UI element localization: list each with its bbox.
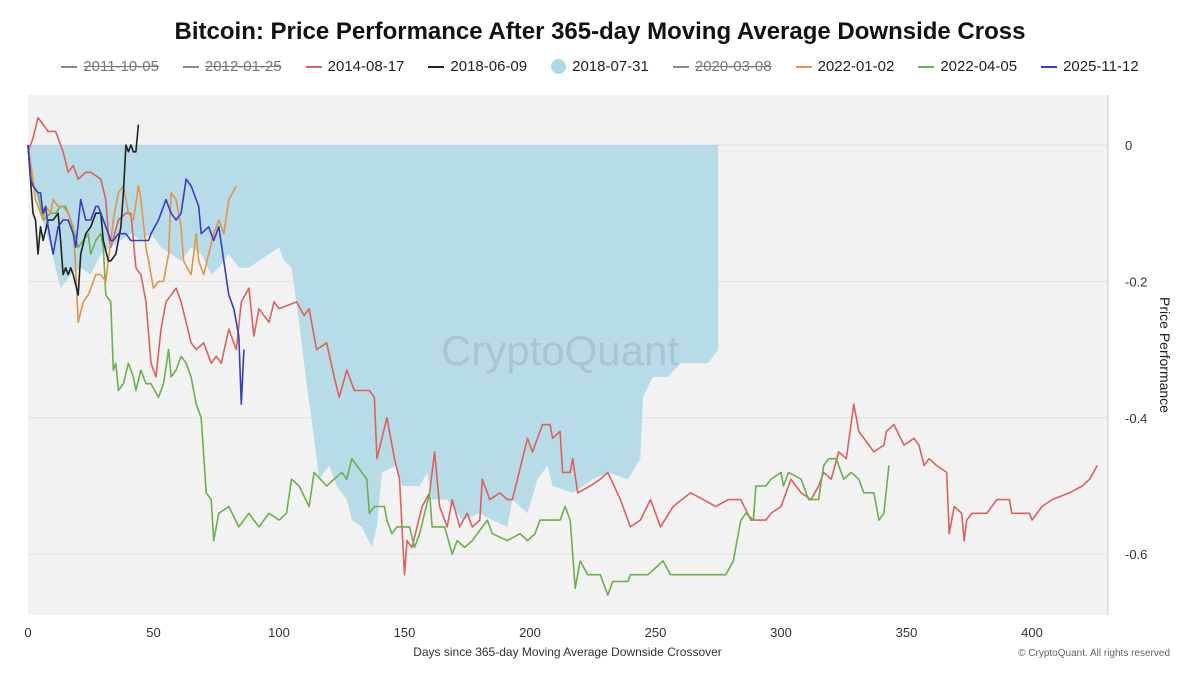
y-tick-label: 0 (1125, 138, 1132, 153)
x-tick-label: 0 (24, 625, 31, 640)
x-tick-label: 50 (146, 625, 160, 640)
line-series-2022-01-02 (27, 144, 238, 324)
legend-label: 2025-11-12 (1063, 58, 1139, 75)
x-tick-label: 300 (770, 625, 792, 640)
legend-label: 2022-04-05 (940, 58, 1018, 75)
x-tick-label: 200 (519, 625, 541, 640)
legend-line-marker (428, 65, 445, 68)
legend-line-marker (1041, 65, 1058, 68)
x-tick-label: 100 (268, 625, 290, 640)
x-tick-label: 350 (896, 625, 918, 640)
y-tick-label: -0.6 (1125, 547, 1147, 562)
legend-item[interactable]: 2025-11-12 (1041, 58, 1139, 75)
legend-label: 2014-08-17 (327, 58, 405, 75)
legend-circle-marker (551, 59, 567, 74)
x-tick-label: 250 (645, 625, 667, 640)
y-axis-label: Price Performance (1157, 297, 1173, 413)
legend: 2011-10-05 2012-01-25 2014-08-17 2018-06-09… (0, 58, 1200, 75)
line-series-2022-04-05 (27, 144, 890, 596)
legend-line-marker (305, 65, 322, 68)
x-tick-label: 400 (1021, 625, 1043, 640)
legend-label: 2012-01-25 (204, 58, 282, 75)
legend-item[interactable]: 2011-10-05 (61, 58, 159, 75)
legend-label: 2022-01-02 (817, 58, 895, 75)
legend-line-marker (672, 65, 689, 68)
legend-line-marker (918, 65, 935, 68)
y-tick-label: -0.4 (1125, 411, 1147, 426)
legend-item[interactable]: 2018-06-09 (428, 58, 527, 75)
legend-label: 2011-10-05 (83, 58, 159, 75)
legend-item[interactable]: 2022-04-05 (918, 58, 1017, 75)
legend-item[interactable]: 2014-08-17 (305, 58, 405, 75)
x-axis-label: Days since 365-day Moving Average Downsi… (413, 645, 722, 659)
area-series-2018-07-31 (28, 145, 719, 548)
legend-item[interactable]: 2012-01-25 (182, 58, 282, 75)
y-ticks: 0 -0.2 -0.4 -0.6 (1125, 138, 1147, 562)
copyright: © CryptoQuant. All rights reserved (1018, 648, 1170, 659)
legend-label: 2018-06-09 (450, 58, 528, 75)
watermark: CryptoQuant (441, 327, 679, 374)
x-tick-label: 150 (394, 625, 416, 640)
x-ticks: 0 50 100 150 200 250 300 350 400 (24, 625, 1042, 640)
chart-title: Bitcoin: Price Performance After 365-day… (174, 18, 1026, 45)
line-series-2018-06-09 (27, 124, 140, 296)
legend-item[interactable]: 2018-07-31 (551, 58, 649, 75)
legend-item[interactable]: 2020-03-08 (672, 58, 772, 75)
legend-line-marker (61, 65, 78, 68)
legend-label: 2018-07-31 (572, 58, 649, 75)
y-tick-label: -0.2 (1125, 274, 1147, 289)
legend-item[interactable]: 2022-01-02 (795, 58, 895, 75)
line-series-2025-11-12 (27, 144, 245, 406)
legend-line-marker (795, 65, 812, 68)
series-layer (27, 116, 1098, 596)
legend-line-marker (182, 65, 199, 68)
legend-label: 2020-03-08 (694, 58, 772, 75)
line-series-2014-08-17 (27, 116, 1098, 576)
